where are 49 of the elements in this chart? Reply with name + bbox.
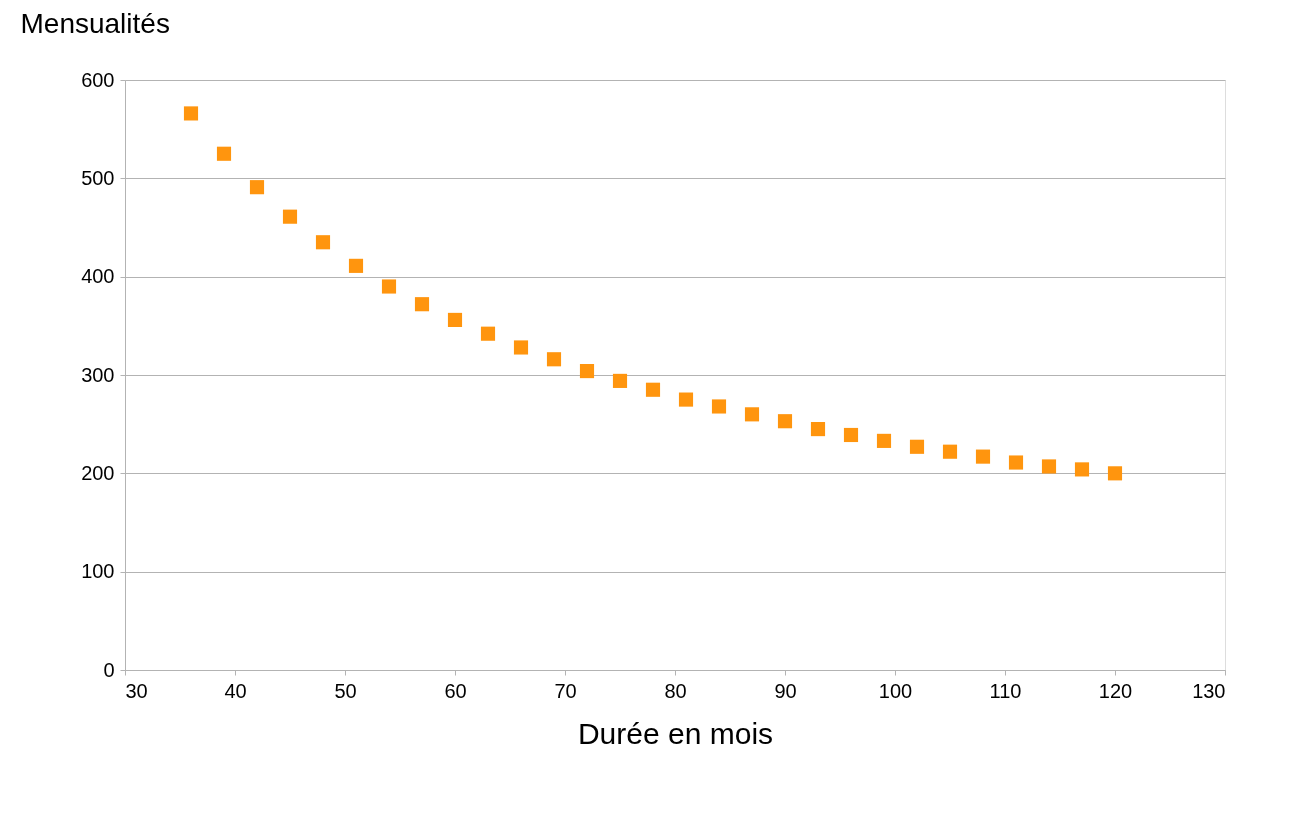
point xyxy=(843,427,859,443)
point xyxy=(612,373,628,388)
x-tick-label: 50 xyxy=(334,679,357,702)
point xyxy=(546,352,562,367)
x-tick-label: 90 xyxy=(774,679,797,702)
point xyxy=(348,258,364,273)
y-tick-label: 100 xyxy=(81,560,115,583)
y-tick-label: 500 xyxy=(81,166,115,189)
x-tick-label: 120 xyxy=(1098,679,1133,702)
y-tick-label: 300 xyxy=(81,363,115,386)
x-tick-label: 100 xyxy=(878,679,913,702)
x-tick-label: 80 xyxy=(664,679,687,702)
x-tick-label: 30 xyxy=(125,679,148,702)
point xyxy=(447,312,463,327)
x-tick-label: 110 xyxy=(989,679,1022,702)
point xyxy=(810,422,826,437)
point xyxy=(513,340,529,355)
point xyxy=(1107,466,1123,481)
point xyxy=(876,433,892,448)
y-tick-label: 200 xyxy=(81,461,115,484)
x-tick-label: 70 xyxy=(554,679,577,702)
x-axis-title: Durée en mois xyxy=(577,716,774,750)
y-tick-label: 400 xyxy=(81,265,115,288)
y-axis-title: Mensualités xyxy=(20,7,170,39)
point xyxy=(645,382,661,397)
point xyxy=(744,407,760,422)
point xyxy=(183,106,199,121)
point xyxy=(315,235,331,250)
point xyxy=(282,209,298,224)
point xyxy=(777,414,793,429)
point xyxy=(1074,462,1090,477)
point xyxy=(975,449,991,464)
point xyxy=(711,399,727,414)
point xyxy=(414,297,430,312)
point xyxy=(942,444,958,459)
x-tick-label: 130 xyxy=(1192,679,1226,702)
point xyxy=(1041,459,1057,474)
point xyxy=(480,326,496,341)
point xyxy=(678,392,694,407)
y-tick-label: 0 xyxy=(103,658,115,681)
y-tick-label: 600 xyxy=(81,68,115,91)
point xyxy=(216,146,232,161)
point xyxy=(909,439,925,454)
point xyxy=(381,279,397,294)
point xyxy=(1008,455,1024,470)
point xyxy=(579,364,595,379)
point xyxy=(249,180,265,195)
x-tick-label: 60 xyxy=(444,679,467,702)
x-tick-label: 40 xyxy=(224,679,247,702)
